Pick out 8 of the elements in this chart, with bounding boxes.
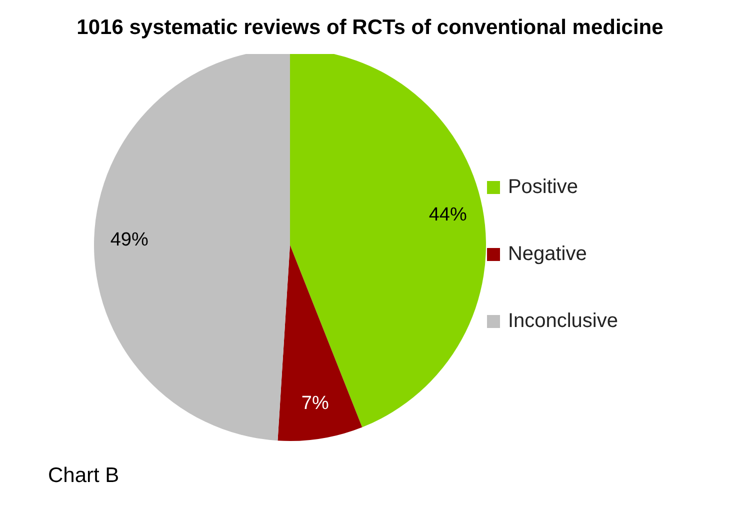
legend-label: Inconclusive (508, 310, 618, 332)
chart-title: 1016 systematic reviews of RCTs of conventional medicine (76, 16, 664, 40)
data-label: 49% (110, 229, 148, 250)
data-label: 44% (428, 204, 467, 226)
legend-label: Negative (508, 242, 587, 266)
text: Chart B (48, 464, 120, 488)
data-label: 7% (301, 393, 329, 414)
legend-label: Positive (508, 176, 578, 198)
